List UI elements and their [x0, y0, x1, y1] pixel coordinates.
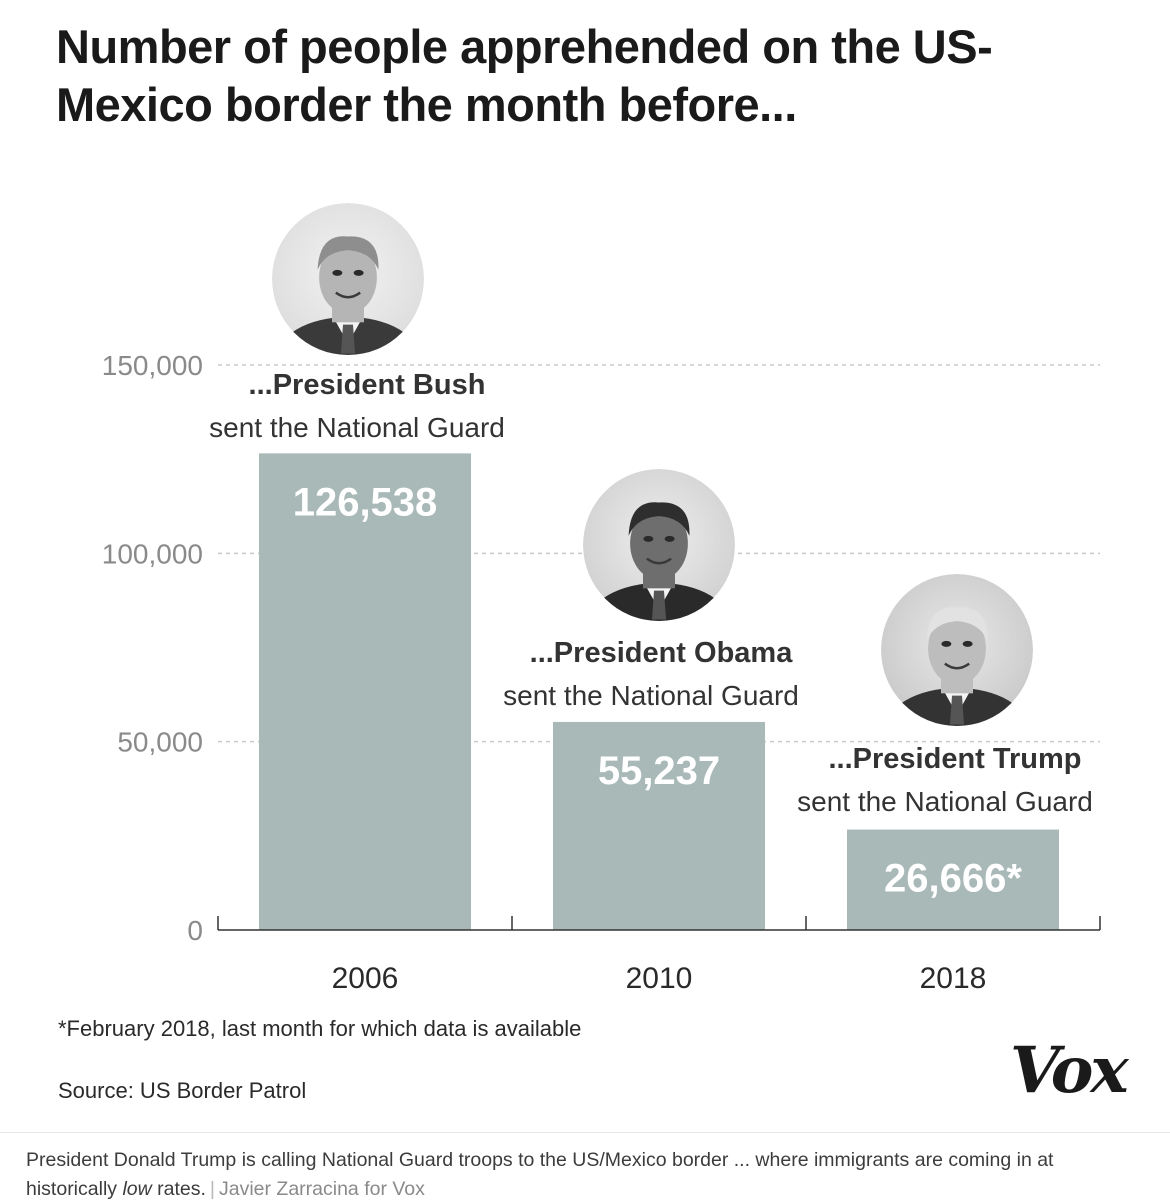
portrait-suit-0 [275, 317, 421, 355]
annotation-president-2006: ...President Bush [249, 369, 486, 401]
portrait-hair-2 [926, 607, 988, 641]
chart-title: Number of people apprehended on the US-M… [56, 20, 993, 131]
x-axis [217, 916, 1101, 931]
portrait-tie-0 [341, 324, 355, 354]
portrait-eye-right-1 [664, 535, 675, 542]
portrait-inner-0 [272, 203, 424, 355]
portrait-eye-left-2 [941, 640, 952, 647]
portrait-eye-right-0 [353, 269, 364, 276]
y-axis-ticks: 0 50,000 100,000 150,000 [102, 350, 203, 946]
photo-credit: Javier Zarracina for Vox [218, 1178, 425, 1200]
portrait-head-2 [928, 612, 986, 685]
bar-value-label-2010: 55,237 [598, 749, 720, 793]
portrait-mouth-2 [944, 662, 970, 670]
caption-text-end: rates. [151, 1178, 206, 1200]
portrait-inner-2 [881, 574, 1033, 726]
portrait-suit-1 [586, 583, 732, 621]
portrait-hair-0 [317, 236, 379, 270]
bar-value-label-2018: 26,666* [884, 857, 1022, 901]
portrait-hair-1 [628, 502, 690, 536]
portrait-mouth-1 [646, 557, 672, 565]
annotation-subtitle-2006: sent the National Guard [209, 412, 505, 443]
portrait-obama-icon [583, 469, 735, 621]
y-tick-label-50000: 50,000 [117, 727, 203, 758]
portrait-inner-1 [583, 469, 735, 621]
caption-separator: | [209, 1178, 215, 1200]
portrait-bush-icon [272, 203, 424, 355]
y-tick-label-100000: 100,000 [102, 538, 203, 569]
annotations: ...President Bush sent the National Guard… [209, 369, 1093, 817]
source-note: Source: US Border Patrol [58, 1078, 307, 1103]
footnote: *February 2018, last month for which dat… [58, 1016, 582, 1041]
caption-divider [0, 1132, 1170, 1133]
caption-emphasis: low [122, 1178, 152, 1200]
bars: 126,538 55,237 26,666* [259, 453, 1059, 930]
x-tick-label-2006: 2006 [332, 962, 399, 995]
caption-text: President Donald Trump is calling Nation… [26, 1149, 1054, 1200]
annotation-president-2018: ...President Trump [829, 743, 1082, 775]
annotation-subtitle-2010: sent the National Guard [503, 680, 799, 711]
bar-chart: 0 50,000 100,000 150,000 126,538 55,237 26,66… [102, 203, 1101, 995]
annotation-subtitle-2018: sent the National Guard [797, 786, 1093, 817]
portrait-eye-left-1 [643, 535, 654, 542]
bar-2018 [847, 829, 1059, 930]
portrait-head-1 [630, 506, 688, 580]
x-tick-label-2018: 2018 [920, 962, 987, 995]
y-tick-label-150000: 150,000 [102, 350, 203, 381]
bar-value-label-2006: 126,538 [293, 480, 438, 524]
portrait-mouth-0 [335, 291, 361, 299]
portrait-suit-2 [884, 688, 1030, 726]
portrait-tie-1 [652, 590, 666, 620]
annotation-president-2010: ...President Obama [530, 637, 794, 669]
bar-2010 [553, 721, 765, 930]
portraits [272, 203, 1033, 726]
vox-logo: Vox [1010, 1033, 1129, 1108]
x-axis-labels: 2006 2010 2018 [332, 962, 987, 995]
portrait-eye-left-0 [332, 269, 343, 276]
portrait-head-0 [319, 241, 377, 314]
bar-2006 [259, 453, 471, 930]
portrait-eye-right-2 [962, 640, 973, 647]
x-tick-label-2010: 2010 [626, 962, 693, 995]
y-tick-label-0: 0 [187, 915, 203, 946]
portrait-trump-icon [881, 574, 1033, 726]
image-caption: President Donald Trump is calling Nation… [26, 1146, 1146, 1204]
portrait-tie-2 [950, 695, 964, 725]
